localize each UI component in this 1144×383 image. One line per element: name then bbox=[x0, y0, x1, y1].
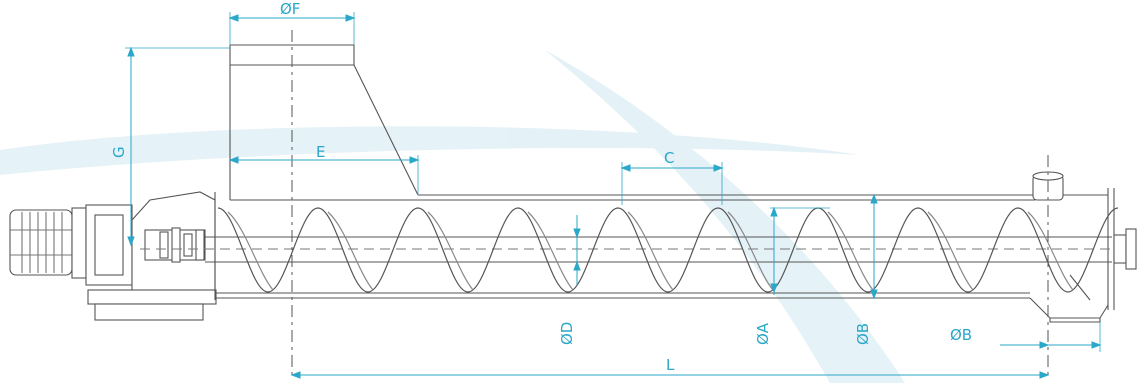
base-plate bbox=[94, 303, 204, 321]
label-diameter-b-outlet: ØB bbox=[950, 326, 972, 344]
conveyor-body bbox=[214, 44, 1115, 323]
helix-front bbox=[217, 207, 1119, 293]
base-frame bbox=[87, 289, 217, 305]
inlet-hopper bbox=[229, 44, 419, 200]
motor-body bbox=[9, 209, 73, 276]
label-length: L bbox=[666, 356, 675, 374]
helix-back bbox=[227, 211, 1074, 291]
motor-assembly bbox=[9, 191, 217, 321]
watermark-swoosh-diagonal bbox=[545, 50, 905, 383]
screw-flight bbox=[217, 207, 1119, 293]
label-g: G bbox=[110, 146, 128, 158]
label-diameter-d: ØD bbox=[558, 322, 576, 345]
outlet-housing bbox=[1029, 274, 1109, 323]
gearbox-inner bbox=[94, 214, 124, 276]
label-diameter-a: ØA bbox=[754, 322, 772, 345]
center-lines bbox=[291, 30, 1049, 380]
coupling bbox=[159, 227, 205, 263]
end-bearing bbox=[1113, 234, 1127, 264]
shaft bbox=[140, 228, 1137, 270]
label-diameter-b-vertical: ØB bbox=[854, 323, 872, 345]
label-diameter-f: ØF bbox=[280, 0, 300, 18]
dimensions bbox=[125, 12, 1102, 379]
label-c: C bbox=[664, 149, 674, 167]
watermark bbox=[0, 50, 905, 383]
label-e: E bbox=[316, 143, 325, 161]
end-nut bbox=[1125, 228, 1137, 270]
motor-fins bbox=[10, 212, 72, 273]
watermark-swoosh-horizontal bbox=[0, 126, 860, 175]
motor-flange bbox=[71, 207, 87, 279]
